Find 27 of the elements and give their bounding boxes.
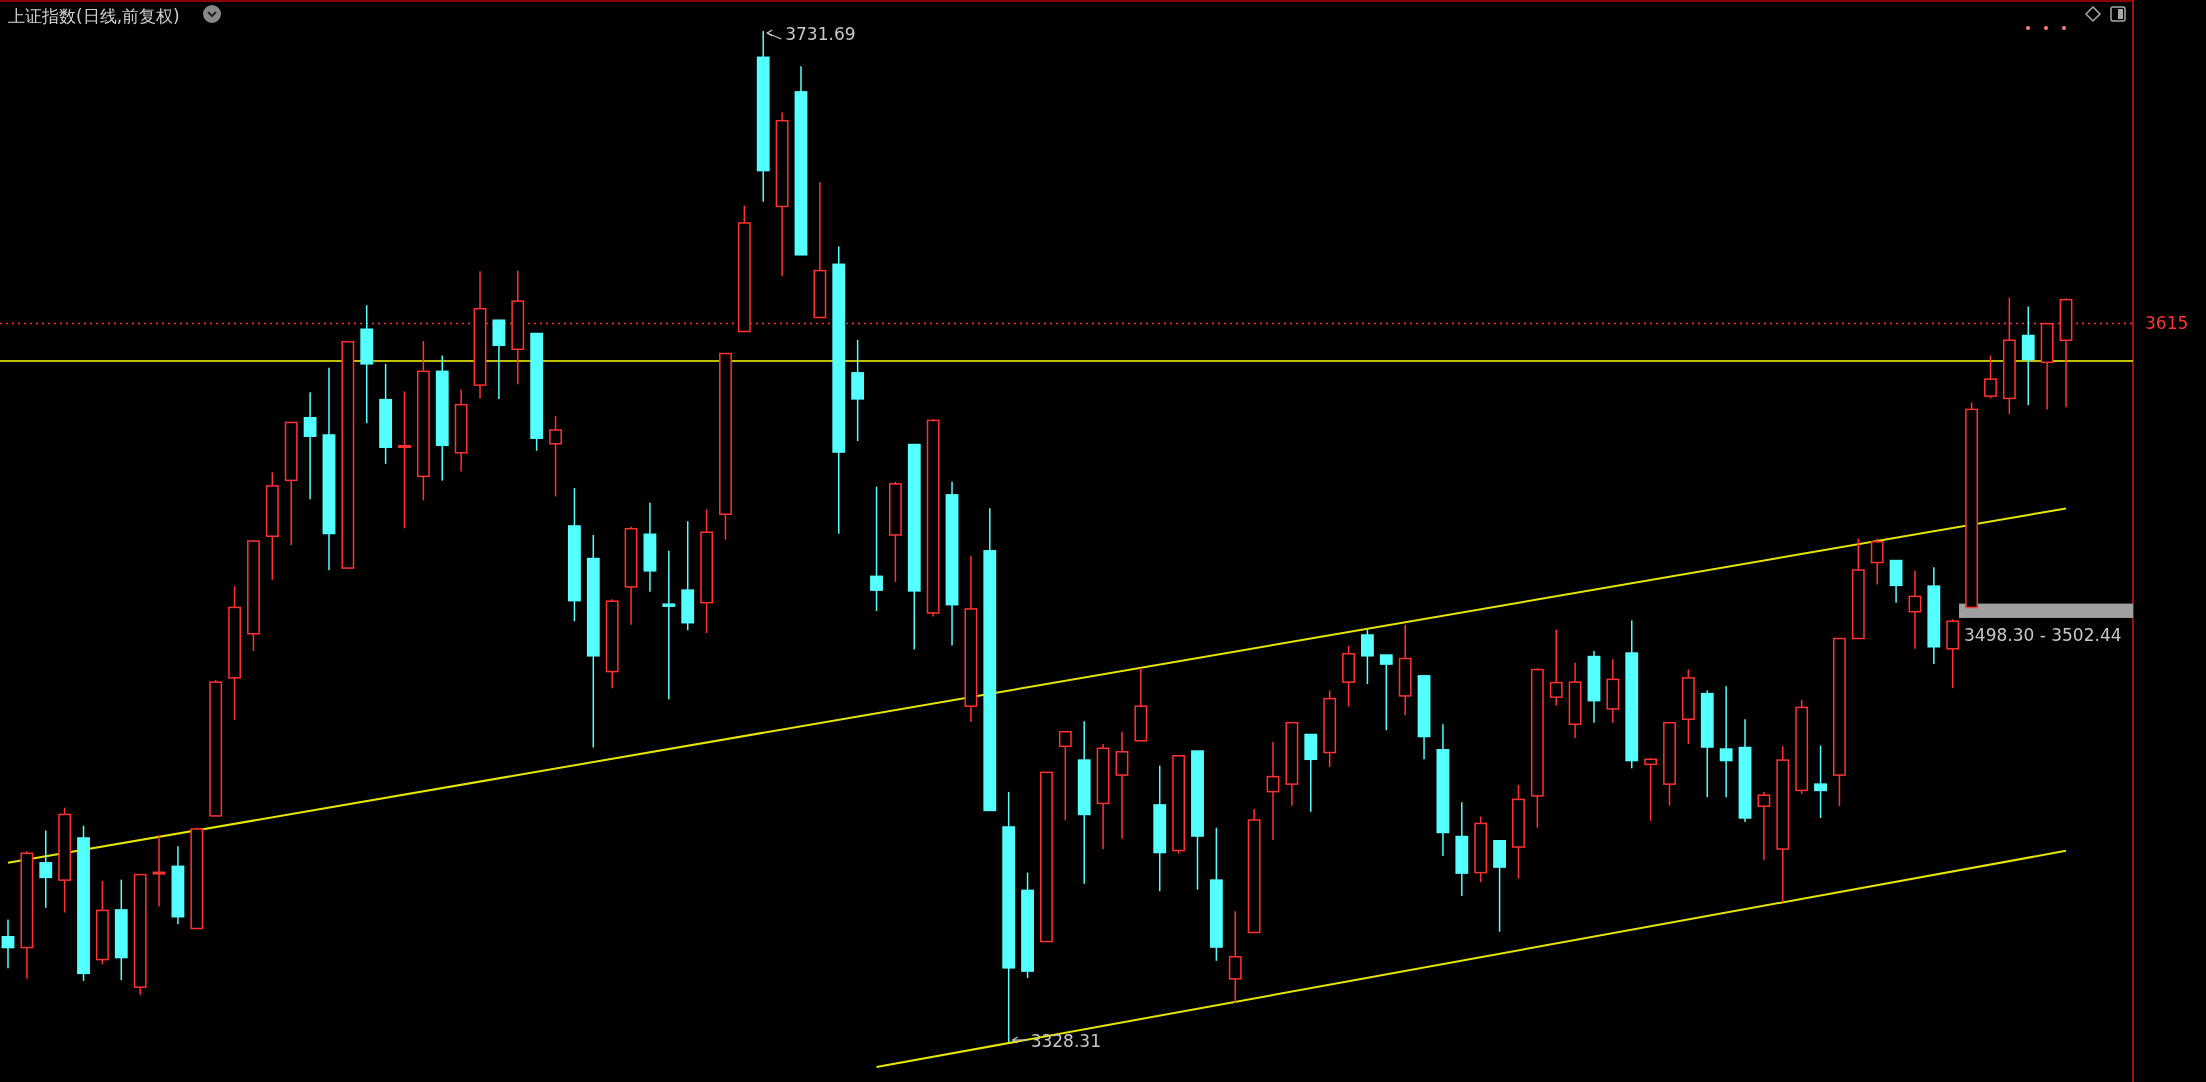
- candlestick: [1814, 744, 1827, 819]
- candlestick: [1549, 628, 1563, 707]
- candlestick: [870, 485, 883, 612]
- candlestick: [1266, 741, 1280, 841]
- ref-line-label: 3615: [2145, 313, 2189, 334]
- candlestick: [549, 415, 562, 498]
- candlestick: [1058, 730, 1072, 821]
- candlestick: [1379, 654, 1393, 731]
- candlestick: [1644, 757, 1658, 822]
- candlestick: [662, 550, 676, 700]
- annotation: 3731.69: [785, 24, 856, 44]
- candlestick: [1361, 628, 1374, 685]
- candlestick: [1115, 730, 1129, 840]
- candlestick: [398, 390, 411, 529]
- candlestick: [303, 391, 317, 500]
- candlestick: [1, 918, 15, 970]
- annotation: 3328.31: [1030, 1031, 1101, 1051]
- candlestick: [152, 834, 166, 908]
- candlestick: [1719, 685, 1733, 798]
- band-label: 3498.30 - 3502.44: [1964, 624, 2122, 645]
- candlestick: [1228, 910, 1242, 1004]
- chart-title: 上证指数(日线,前复权): [8, 6, 180, 26]
- candlestick: [1908, 570, 1922, 650]
- candlestick: [1757, 791, 1771, 861]
- candlestick: [1870, 537, 1884, 586]
- candlestick: [39, 829, 53, 909]
- candlestick: [1984, 354, 1997, 400]
